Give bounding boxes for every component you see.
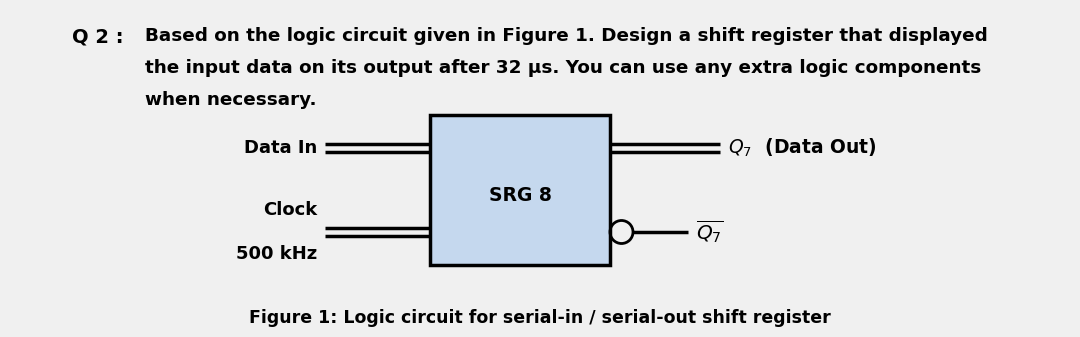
Text: the input data on its output after 32 μs. You can use any extra logic components: the input data on its output after 32 μs… — [145, 59, 982, 77]
Text: Figure 1: Logic circuit for serial-in / serial-out shift register: Figure 1: Logic circuit for serial-in / … — [249, 309, 831, 327]
Text: $\overline{Q_7}$: $\overline{Q_7}$ — [696, 219, 724, 245]
Text: Clock: Clock — [262, 201, 318, 219]
Bar — [430, 115, 610, 265]
Text: 500 kHz: 500 kHz — [235, 245, 318, 263]
Text: Q 2 :: Q 2 : — [72, 27, 123, 46]
Text: $Q_7$  (Data Out): $Q_7$ (Data Out) — [728, 137, 877, 159]
Text: Based on the logic circuit given in Figure 1. Design a shift register that displ: Based on the logic circuit given in Figu… — [145, 27, 988, 45]
Text: SRG 8: SRG 8 — [488, 185, 552, 205]
Text: when necessary.: when necessary. — [145, 91, 316, 109]
Text: Data In: Data In — [244, 139, 318, 157]
